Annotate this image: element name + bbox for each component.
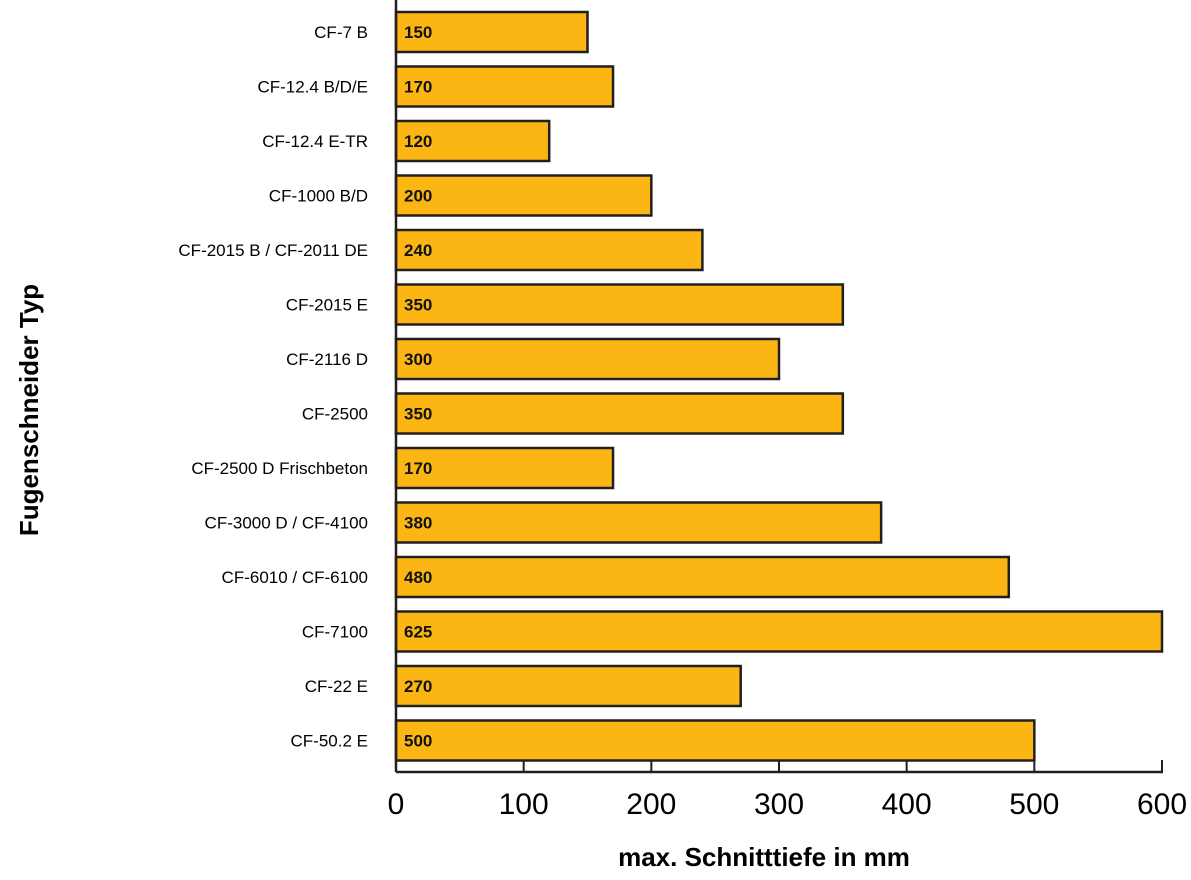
- category-label: CF-12.4 E-TR: [262, 132, 368, 151]
- bar-value-label: 150: [404, 23, 432, 42]
- bar-value-label: 480: [404, 568, 432, 587]
- category-label: CF-12.4 B/D/E: [257, 78, 368, 97]
- bar-value-label: 380: [404, 514, 432, 533]
- x-axis: 0 100 200 300 400 500 600: [388, 0, 1187, 821]
- x-axis-title: max. Schnitttiefe in mm: [618, 842, 910, 872]
- x-tick-label: 600: [1137, 788, 1187, 821]
- bar: [394, 65, 615, 108]
- bar: [394, 228, 704, 272]
- category-label: CF-7100: [302, 623, 368, 642]
- bar-value-label: 350: [404, 296, 432, 315]
- x-tick-label: 500: [1009, 788, 1059, 821]
- category-label: CF-3000 D / CF-4100: [205, 514, 368, 533]
- x-tick-label: 100: [499, 788, 549, 821]
- bar-value-label: 625: [404, 623, 432, 642]
- bar-value-label: 240: [404, 241, 432, 260]
- bar-value-label: 270: [404, 677, 432, 696]
- bar: [394, 337, 781, 381]
- category-label: CF-2015 E: [286, 296, 368, 315]
- bar: [394, 501, 883, 544]
- category-label: CF-2116 D: [286, 350, 368, 369]
- bar: [394, 555, 1011, 599]
- category-label: CF-1000 B/D: [269, 187, 368, 206]
- category-label: CF-7 B: [314, 23, 368, 42]
- bar: [394, 174, 653, 217]
- category-labels-group: CF-7 B CF-12.4 B/D/E CF-12.4 E-TR CF-1000 B…: [178, 23, 368, 751]
- bar: [394, 610, 1164, 653]
- bar-value-label: 350: [404, 405, 432, 424]
- bar-value-label: 300: [404, 350, 432, 369]
- category-label: CF-22 E: [305, 677, 368, 696]
- y-axis-title: Fugenschneider Typ: [14, 284, 44, 536]
- bar-value-label: 500: [404, 732, 432, 751]
- bar: [394, 283, 845, 326]
- x-tick-label: 400: [882, 788, 932, 821]
- bars-group: 150 170 120 200 240 350 300 350 170 380 480 625 270 5…: [394, 10, 1164, 762]
- category-label: CF-50.2 E: [291, 732, 368, 751]
- bar: [394, 446, 615, 490]
- bar-value-label: 170: [404, 459, 432, 478]
- bar: [394, 119, 551, 163]
- bar: [394, 392, 845, 435]
- x-tick-label: 300: [754, 788, 804, 821]
- category-label: CF-2015 B / CF-2011 DE: [178, 241, 368, 260]
- category-label: CF-2500 D Frischbeton: [191, 459, 368, 478]
- x-tick-label: 200: [626, 788, 676, 821]
- category-label: CF-2500: [302, 405, 368, 424]
- bar-value-label: 170: [404, 78, 432, 97]
- x-tick-label: 0: [388, 788, 405, 821]
- bar-value-label: 200: [404, 187, 432, 206]
- bar-value-label: 120: [404, 132, 432, 151]
- category-label: CF-6010 / CF-6100: [222, 568, 368, 587]
- bar: [394, 719, 1036, 762]
- bar: [394, 664, 742, 708]
